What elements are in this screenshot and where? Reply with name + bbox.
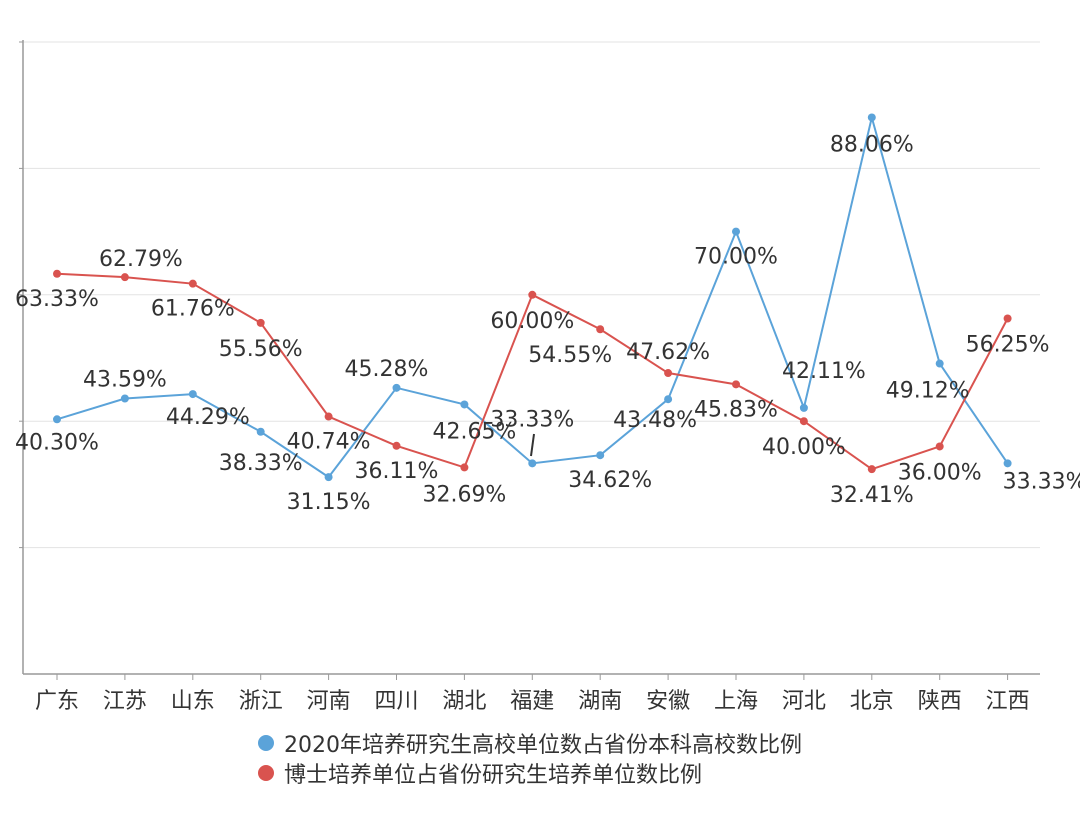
data-label: 32.41% bbox=[830, 483, 914, 508]
data-label: 36.11% bbox=[355, 459, 439, 484]
axes bbox=[19, 40, 1040, 680]
data-point bbox=[188, 279, 197, 288]
data-point bbox=[392, 383, 401, 392]
data-label: 55.56% bbox=[219, 337, 303, 362]
data-point bbox=[664, 369, 673, 378]
x-tick-label: 安徽 bbox=[646, 689, 690, 714]
data-point bbox=[799, 417, 808, 426]
x-tick-label: 福建 bbox=[510, 689, 554, 714]
data-point bbox=[392, 441, 401, 450]
data-label: 88.06% bbox=[830, 132, 914, 157]
data-labels: 40.30% 43.59% 44.29% 38.33% 31.15% 45.28% 42.6… bbox=[15, 132, 1080, 515]
data-label: 42.11% bbox=[782, 359, 866, 384]
data-point bbox=[664, 395, 673, 404]
data-point bbox=[120, 273, 129, 282]
x-tick-label: 江西 bbox=[986, 689, 1030, 714]
data-point bbox=[867, 113, 876, 122]
data-label: 45.83% bbox=[694, 397, 778, 422]
data-point bbox=[1003, 314, 1012, 323]
data-label: 49.12% bbox=[886, 379, 970, 404]
x-tick-label: 湖南 bbox=[578, 689, 622, 714]
data-point bbox=[528, 459, 537, 468]
data-point bbox=[53, 269, 61, 278]
data-label: 61.76% bbox=[151, 297, 235, 322]
data-label: 63.33% bbox=[15, 287, 99, 312]
data-label: 36.00% bbox=[898, 460, 982, 485]
label-leader-line bbox=[530, 433, 535, 457]
data-label: 32.69% bbox=[422, 482, 506, 507]
data-point bbox=[596, 451, 605, 460]
data-point bbox=[120, 394, 129, 403]
legend-item-series-1[interactable]: 2020年培养研究生高校单位数占省份本科高校数比例 bbox=[258, 728, 802, 758]
data-point bbox=[460, 400, 469, 409]
data-label: 33.33% bbox=[490, 407, 574, 432]
data-point bbox=[460, 463, 469, 472]
data-point bbox=[1003, 459, 1012, 468]
x-tick-label: 北京 bbox=[850, 689, 894, 714]
data-label: 70.00% bbox=[694, 245, 778, 270]
data-label: 54.55% bbox=[528, 343, 612, 368]
data-point bbox=[935, 359, 944, 368]
x-tick-label: 浙江 bbox=[239, 689, 283, 714]
data-label: 33.33% bbox=[1003, 469, 1080, 494]
data-label: 43.59% bbox=[83, 368, 167, 393]
data-point bbox=[188, 390, 197, 399]
line-chart: 广东 江苏 山东 浙江 河南 四川 湖北 福建 湖南 安徽 上海 河北 北京 陕西 江西 40.30% 43.… bbox=[15, 40, 1080, 714]
data-point bbox=[528, 290, 537, 299]
series-layer bbox=[53, 113, 1012, 482]
x-tick-label: 上海 bbox=[714, 689, 758, 714]
x-tick-label: 河北 bbox=[782, 689, 826, 714]
data-point bbox=[53, 415, 61, 424]
legend: 2020年培养研究生高校单位数占省份本科高校数比例 博士培养单位占省份研究生培养… bbox=[258, 728, 802, 788]
legend-label-series-2: 博士培养单位占省份研究生培养单位数比例 bbox=[284, 763, 703, 788]
data-label: 34.62% bbox=[568, 468, 652, 493]
legend-marker-series-1 bbox=[258, 735, 274, 751]
x-tick-label: 广东 bbox=[35, 689, 79, 714]
data-label: 44.29% bbox=[166, 405, 250, 430]
data-point bbox=[867, 465, 876, 474]
data-label: 43.48% bbox=[613, 408, 697, 433]
data-label: 40.00% bbox=[762, 435, 846, 460]
x-tick-label: 河南 bbox=[307, 689, 351, 714]
x-tick-label: 四川 bbox=[374, 689, 418, 714]
data-point bbox=[256, 427, 265, 436]
x-tick-label: 江苏 bbox=[103, 689, 147, 714]
data-label: 60.00% bbox=[490, 309, 574, 334]
data-point bbox=[256, 318, 265, 327]
data-label: 40.30% bbox=[15, 430, 99, 455]
data-label: 47.62% bbox=[626, 340, 710, 365]
legend-label-series-1: 2020年培养研究生高校单位数占省份本科高校数比例 bbox=[284, 733, 802, 758]
data-label: 42.65% bbox=[432, 419, 516, 444]
legend-item-series-2[interactable]: 博士培养单位占省份研究生培养单位数比例 bbox=[258, 758, 802, 788]
data-label: 45.28% bbox=[345, 357, 429, 382]
x-tick-labels: 广东 江苏 山东 浙江 河南 四川 湖北 福建 湖南 安徽 上海 河北 北京 陕西 江西 bbox=[35, 689, 1030, 714]
data-point bbox=[732, 227, 740, 236]
data-point bbox=[596, 325, 605, 334]
data-label: 56.25% bbox=[966, 333, 1050, 358]
data-point bbox=[324, 473, 333, 482]
data-label: 31.15% bbox=[287, 490, 371, 515]
data-label: 38.33% bbox=[219, 451, 303, 476]
x-tick-label: 湖北 bbox=[442, 689, 486, 714]
data-point bbox=[732, 380, 740, 389]
data-label: 62.79% bbox=[99, 247, 183, 272]
legend-marker-series-2 bbox=[258, 765, 274, 781]
data-point bbox=[799, 403, 808, 412]
data-point bbox=[935, 442, 944, 451]
x-tick-label: 陕西 bbox=[918, 689, 962, 714]
data-point bbox=[324, 412, 333, 421]
data-label: 40.74% bbox=[287, 430, 371, 455]
x-tick-label: 山东 bbox=[171, 689, 215, 714]
